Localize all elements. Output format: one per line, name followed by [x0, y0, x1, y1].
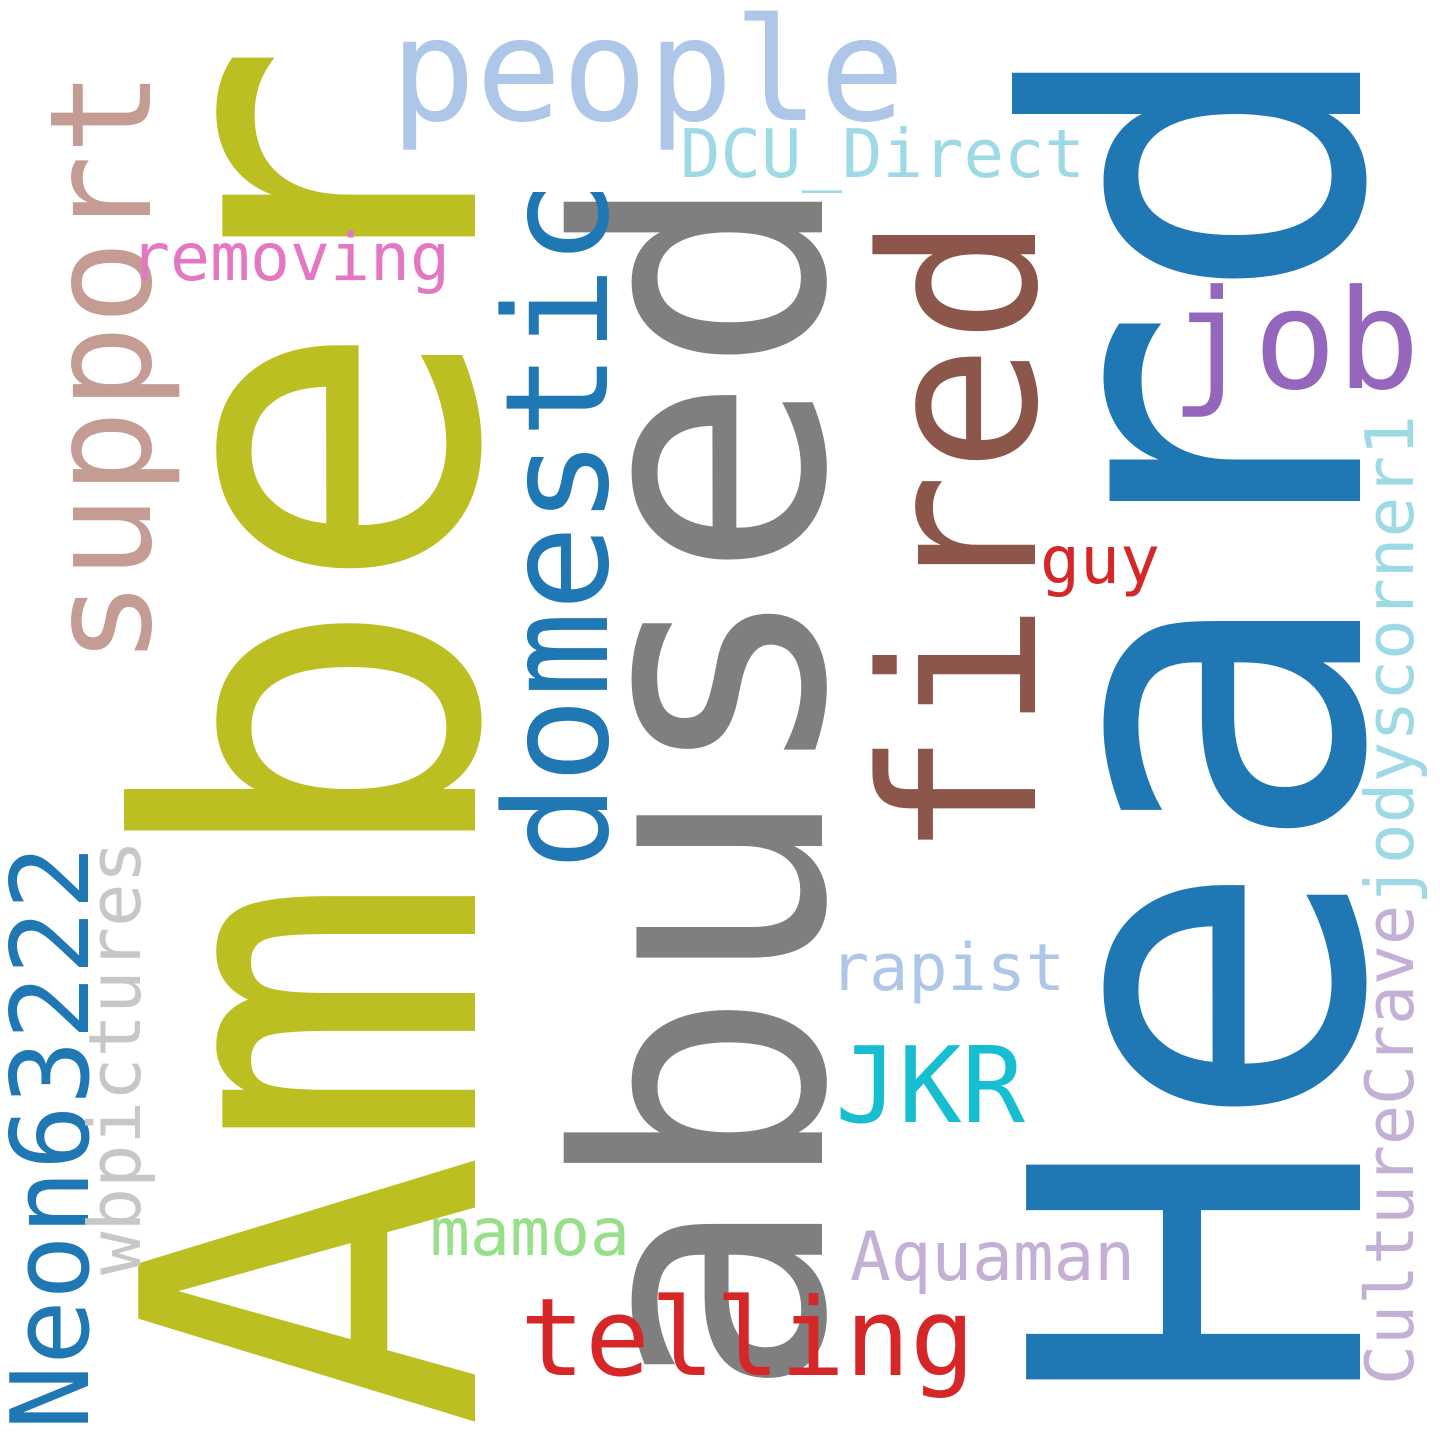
word: abused	[507, 170, 903, 1400]
word: Neon63222	[0, 845, 114, 1430]
word: telling	[520, 1276, 975, 1401]
word: JKR	[835, 1025, 1026, 1147]
word: DCU_Direct	[680, 115, 1085, 193]
word: jodyscorner1	[1351, 415, 1429, 905]
word: guy	[1040, 522, 1160, 599]
word: Amber	[46, 40, 584, 1430]
word: rapist	[830, 931, 1065, 1006]
word: people	[390, 0, 905, 154]
word: fired	[837, 215, 1086, 860]
word: job	[1170, 260, 1420, 421]
word: wbpictures	[73, 840, 157, 1275]
word: Aquaman	[850, 1218, 1135, 1297]
word: Heard	[936, 30, 1440, 1410]
word: CultureCrave	[1351, 905, 1429, 1385]
word: mamoa	[430, 1194, 630, 1271]
word: removing	[130, 219, 450, 296]
word: domestic	[474, 180, 641, 870]
word: support	[20, 70, 184, 665]
